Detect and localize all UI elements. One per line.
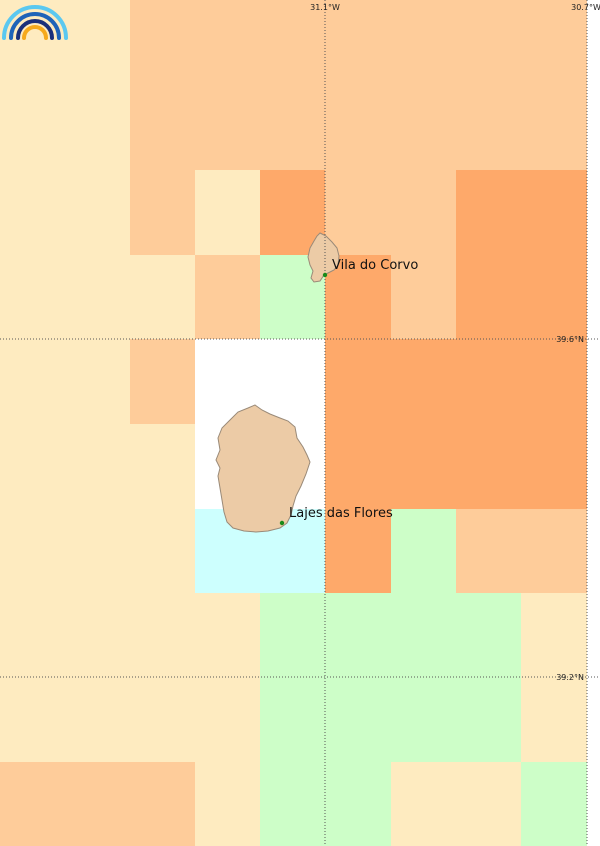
places-layer: Vila do Corvo Lajes das Flores xyxy=(279,258,418,526)
grid-cell xyxy=(391,593,456,677)
grid-cell xyxy=(260,762,325,846)
islands-layer xyxy=(215,232,340,533)
grid-cell xyxy=(521,677,587,762)
grid-cell xyxy=(391,339,456,424)
grid-cell xyxy=(325,255,391,339)
island-flores xyxy=(215,404,311,533)
latitude-label: 39.6°N xyxy=(556,335,584,344)
grid-cell xyxy=(260,677,325,762)
grid-cell xyxy=(456,762,521,846)
grid-cell xyxy=(521,339,587,424)
grid-cell xyxy=(521,593,587,677)
place-label-vila-do-corvo: Vila do Corvo xyxy=(332,258,418,273)
grid-cell xyxy=(325,762,391,846)
grid-cell xyxy=(456,0,521,170)
grid-cell xyxy=(391,509,456,593)
place-marker-lajes-das-flores[interactable] xyxy=(279,520,285,526)
grid-cell xyxy=(391,677,456,762)
grid-cell xyxy=(195,0,260,170)
grid-cell xyxy=(0,677,130,762)
grid-cell xyxy=(325,593,391,677)
grid-cell xyxy=(325,0,391,170)
grid-cell xyxy=(521,255,587,339)
grid-cell xyxy=(456,677,521,762)
grid-cell xyxy=(195,170,260,255)
grid-cell xyxy=(195,593,260,677)
grid-cell xyxy=(130,339,195,424)
latitude-label: 39.2°N xyxy=(556,673,584,682)
grid-cell xyxy=(456,170,521,255)
grid-cell xyxy=(521,762,587,846)
grid-cell xyxy=(325,677,391,762)
grid-cell xyxy=(260,593,325,677)
map-edge-strip xyxy=(587,0,600,846)
grid-cell xyxy=(260,339,325,424)
grid-cell xyxy=(130,593,195,677)
grid-cell xyxy=(521,0,587,170)
longitude-label: 31.1°W xyxy=(310,3,340,12)
grid-cell xyxy=(0,593,130,677)
grid-cell xyxy=(0,424,130,509)
grid-cell xyxy=(325,424,391,509)
grid-cell xyxy=(456,339,521,424)
grid-cell xyxy=(391,0,456,170)
grid-cell xyxy=(0,762,130,846)
grid-cell xyxy=(391,424,456,509)
grid-cell xyxy=(130,255,195,339)
grid-cell xyxy=(521,509,587,593)
grid-cell xyxy=(130,762,195,846)
grid-cell xyxy=(0,339,130,424)
grid-cell xyxy=(195,677,260,762)
longitude-label: 30.7°W xyxy=(571,3,600,12)
grid-cell xyxy=(130,677,195,762)
grid-cell xyxy=(130,424,195,509)
place-marker-vila-do-corvo[interactable] xyxy=(322,272,328,278)
grid-cell xyxy=(0,509,130,593)
grid-cell xyxy=(195,762,260,846)
grid-cell xyxy=(130,509,195,593)
grid-cell xyxy=(130,0,195,170)
rainbow-arcs-icon xyxy=(2,5,68,40)
island-corvo xyxy=(307,232,340,283)
grid-cell xyxy=(391,762,456,846)
grid-cell xyxy=(521,170,587,255)
grid-cell xyxy=(325,339,391,424)
grid-cell xyxy=(325,170,391,255)
grid-cell xyxy=(521,424,587,509)
grid-cell xyxy=(456,255,521,339)
grid-cell xyxy=(0,170,130,255)
grid-cell xyxy=(456,424,521,509)
grid-cell xyxy=(391,170,456,255)
grid-cell xyxy=(456,593,521,677)
grid-cell xyxy=(130,170,195,255)
grid-cell xyxy=(325,509,391,593)
grid-cell xyxy=(391,255,456,339)
grid-cell xyxy=(0,255,130,339)
grid-cell xyxy=(260,0,325,170)
place-label-lajes-das-flores: Lajes das Flores xyxy=(289,506,393,521)
grid-cell xyxy=(195,255,260,339)
grid-cell xyxy=(456,509,521,593)
